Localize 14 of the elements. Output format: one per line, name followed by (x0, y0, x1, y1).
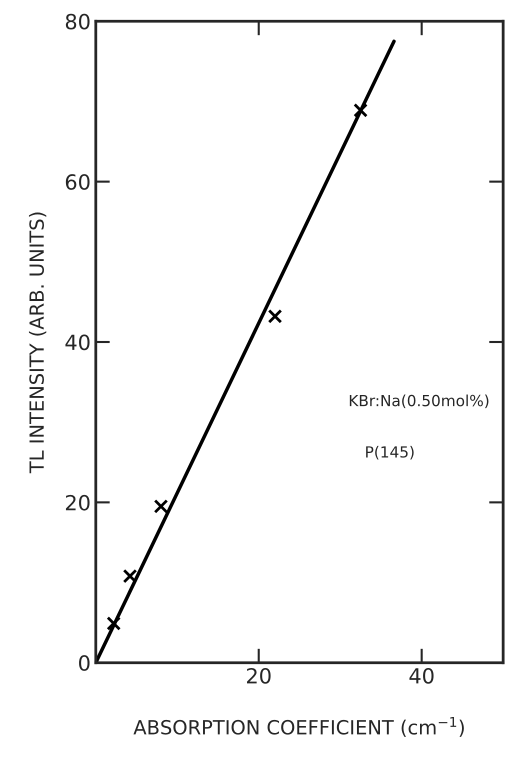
x-axis-title: ABSORPTION COEFFICIENT (cm$^{−1}$) (133, 716, 464, 737)
point (154, 499, 168, 514)
point (353, 103, 368, 118)
point (268, 309, 282, 324)
y-tick-label: 40 (65, 334, 90, 350)
y-axis-title: TL INTENSITY (ARB. UNITS) (28, 212, 46, 474)
point (106, 616, 121, 631)
y-tick-label: 80 (66, 14, 90, 30)
point (122, 568, 138, 584)
y-tick-label: 0 (79, 655, 90, 671)
annotation: P(145) (366, 446, 414, 460)
y-tick-label: 60 (66, 174, 90, 190)
y-tick-label: 20 (66, 494, 90, 511)
annotation: KBr:Na(0.50mol%) (350, 394, 488, 408)
